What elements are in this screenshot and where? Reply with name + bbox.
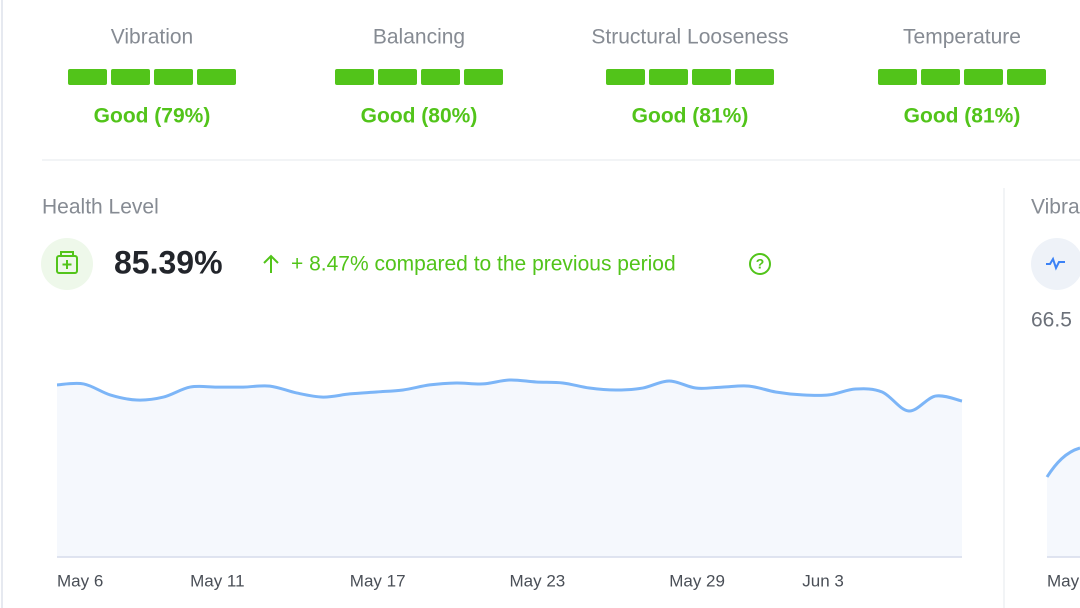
metric-label: Vibration <box>111 26 194 49</box>
side-icon <box>1031 238 1080 290</box>
bar-segment <box>735 69 774 85</box>
metric-bar <box>606 69 774 85</box>
health-change: + 8.47% compared to the previous period <box>291 253 676 276</box>
bar-segment <box>421 69 460 85</box>
metric-bar <box>878 69 1046 85</box>
bar-segment <box>878 69 917 85</box>
bar-segment <box>464 69 503 85</box>
bar-segment <box>335 69 374 85</box>
x-tick-label: May 29 <box>669 571 725 590</box>
svg-text:?: ? <box>756 256 765 272</box>
metric-label: Balancing <box>373 26 465 49</box>
side-panel-value: 66.5 <box>1031 309 1072 332</box>
bar-segment <box>1007 69 1046 85</box>
up-arrow <box>263 254 279 273</box>
x-tick-label: May 6 <box>57 571 103 590</box>
metric: Vibration Good (79%) <box>68 26 236 128</box>
bar-segment <box>921 69 960 85</box>
bar-segment <box>68 69 107 85</box>
side-panel-title: Vibra <box>1031 196 1080 219</box>
side-x-label: May <box>1047 571 1080 590</box>
side-area <box>1047 448 1080 557</box>
metric: Balancing Good (80%) <box>335 26 503 128</box>
metric-status: Good (80%) <box>361 105 478 128</box>
bar-segment <box>964 69 1003 85</box>
metric-bar <box>68 69 236 85</box>
x-tick-label: May 17 <box>350 571 406 590</box>
metric-status: Good (81%) <box>904 105 1021 128</box>
health-chart: May 6 May 11 May 17 May 23 May 29 Jun 3 <box>56 378 963 590</box>
side-line <box>1045 446 1080 478</box>
x-tick-label: May 11 <box>190 571 245 590</box>
panel-title: Health Level <box>42 196 159 219</box>
bar-segment <box>197 69 236 85</box>
metric-bar <box>335 69 503 85</box>
line <box>56 378 963 413</box>
x-tick-label: May 23 <box>510 571 566 590</box>
x-tick-label: Jun 3 <box>802 571 844 590</box>
health-value: 85.39% <box>114 244 223 280</box>
metric-status: Good (81%) <box>632 105 749 128</box>
bar-segment <box>692 69 731 85</box>
metric: Structural Looseness Good (81%) <box>591 26 788 128</box>
bar-segment <box>378 69 417 85</box>
bar-segment <box>606 69 645 85</box>
metric-label: Structural Looseness <box>591 26 788 49</box>
metric-label: Temperature <box>903 26 1021 49</box>
bar-segment <box>111 69 150 85</box>
health-icon <box>41 238 93 290</box>
area <box>57 379 962 557</box>
help-icon[interactable]: ? <box>749 253 771 275</box>
metric-status: Good (79%) <box>94 105 211 128</box>
bar-segment <box>154 69 193 85</box>
bar-segment <box>649 69 688 85</box>
metric: Temperature Good (81%) <box>878 26 1046 128</box>
